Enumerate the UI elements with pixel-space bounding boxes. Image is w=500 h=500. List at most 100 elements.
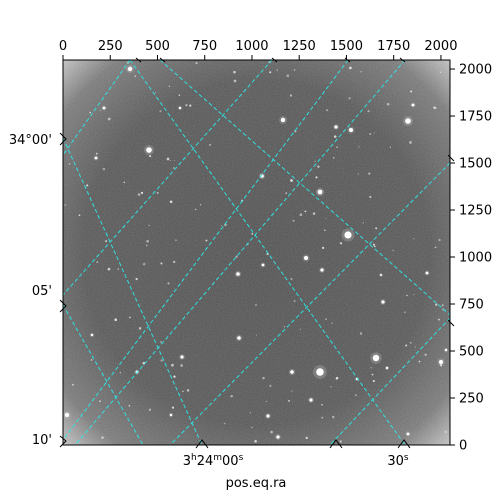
faint-star [286, 74, 290, 78]
faint-star [128, 316, 131, 319]
faint-star [171, 406, 175, 409]
star [317, 189, 323, 195]
star [127, 66, 133, 72]
right-tick-label: 1250 [459, 204, 492, 219]
faint-star [349, 66, 352, 70]
ra-tick-label: 3h24m00s [183, 453, 244, 469]
top-tick-label: 750 [192, 39, 217, 54]
dec-tick-mark [59, 299, 67, 313]
ra-tick-label: 30s [387, 453, 409, 469]
faint-star [101, 436, 104, 439]
faint-star [392, 249, 394, 252]
faint-star [386, 102, 390, 106]
faint-star [373, 132, 376, 134]
faint-star [290, 277, 293, 280]
coordinate-grid [63, 60, 450, 445]
faint-star [135, 277, 138, 281]
grid-line [129, 60, 406, 445]
faint-star [138, 327, 142, 330]
faint-star [330, 386, 332, 388]
dec-tick-mark [59, 435, 67, 448]
dec-axis: 34°00' 05' 10' [9, 132, 67, 448]
star [381, 300, 385, 304]
faint-star [107, 267, 111, 271]
right-tick-label: 2000 [459, 63, 492, 78]
faint-star [114, 318, 118, 322]
star [280, 117, 286, 123]
faint-star [406, 294, 408, 297]
faint-star [339, 440, 342, 443]
ra-tick-mark [399, 57, 406, 63]
faint-star [180, 364, 183, 367]
star [425, 271, 429, 275]
faint-star [409, 341, 412, 344]
faint-star [322, 246, 325, 249]
faint-star [276, 69, 278, 71]
faint-star [405, 344, 408, 347]
faint-star [368, 172, 371, 175]
faint-star [335, 376, 339, 380]
faint-star [178, 94, 181, 97]
faint-star [160, 262, 163, 265]
right-tick-label: 500 [459, 345, 484, 360]
faint-star [359, 332, 363, 335]
faint-star [235, 255, 238, 258]
faint-star [290, 179, 293, 182]
star [320, 268, 324, 272]
faint-star [362, 222, 364, 224]
faint-star [413, 294, 415, 296]
star [261, 263, 265, 267]
grid-line [63, 60, 349, 441]
pixel-axis-ticks: 0 250 500 750 1000 1250 1500 1750 2000 0 250 500 750… [59, 39, 492, 454]
faint-star [299, 328, 301, 330]
top-tick-label: 0 [59, 39, 67, 54]
faint-star [418, 360, 421, 363]
faint-star [348, 97, 351, 100]
dec-tick-mark [447, 154, 455, 162]
faint-star [251, 426, 253, 429]
faint-star [90, 359, 93, 361]
faint-star [166, 157, 170, 161]
faint-star [199, 204, 202, 206]
faint-star [288, 400, 290, 402]
faint-star [372, 243, 375, 246]
faint-star [134, 75, 137, 77]
faint-star [167, 282, 170, 285]
top-tick-label: 2000 [424, 39, 457, 54]
faint-star [336, 146, 338, 148]
faint-star [433, 106, 436, 109]
faint-star [372, 379, 375, 383]
right-tick-label: 1000 [459, 251, 492, 266]
faint-star [168, 85, 171, 87]
grid-line [329, 317, 450, 445]
faint-star [289, 94, 293, 97]
faint-star [357, 173, 360, 175]
faint-star [68, 163, 71, 165]
faint-star [332, 156, 335, 159]
faint-star [140, 191, 144, 195]
faint-star [269, 384, 272, 388]
ra-tick-mark [271, 57, 278, 63]
faint-star [99, 400, 101, 402]
faint-star [373, 245, 376, 248]
star [65, 413, 69, 417]
faint-star [104, 239, 108, 243]
faint-star [339, 242, 343, 245]
star [316, 368, 324, 376]
faint-star [194, 208, 197, 211]
star [169, 413, 173, 417]
star [411, 103, 415, 107]
faint-star [333, 135, 337, 138]
faint-star [137, 193, 141, 196]
faint-star [186, 389, 190, 392]
faint-star [233, 70, 236, 74]
faint-star [389, 146, 392, 148]
star [94, 156, 98, 160]
faint-star [95, 152, 98, 155]
star [405, 118, 411, 124]
faint-star [160, 341, 162, 343]
faint-star [321, 416, 324, 419]
faint-star [435, 303, 438, 306]
faint-star [78, 214, 81, 217]
